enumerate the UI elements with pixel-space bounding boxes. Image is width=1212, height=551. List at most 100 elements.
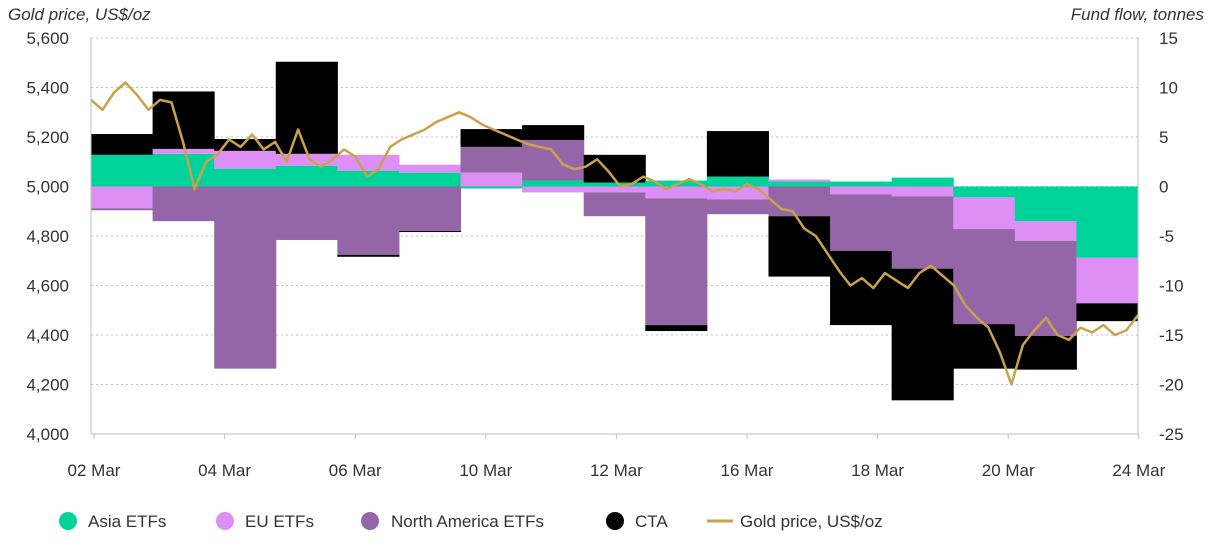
left-tick-label: 4,800 (26, 227, 69, 246)
bar-na (830, 194, 893, 251)
bar-eu (768, 179, 831, 182)
legend-item-na[interactable]: North America ETFs (361, 512, 544, 531)
bar-asia (1076, 186, 1139, 258)
right-tick-label: -15 (1159, 326, 1184, 345)
x-tick-label: 20 Mar (982, 461, 1035, 480)
bar-eu (214, 150, 277, 169)
gold-price-line-layer (90, 81, 1139, 386)
left-tick-label: 5,600 (26, 29, 69, 48)
bar-asia (1014, 186, 1077, 222)
legend-label-cta: CTA (635, 512, 668, 531)
x-tick-label: 02 Mar (68, 461, 121, 480)
left-axis-title: Gold price, US$/oz (8, 5, 151, 24)
bar-eu (337, 154, 400, 171)
bar-eu (1076, 257, 1139, 304)
right-tick-label: -25 (1159, 425, 1184, 444)
gold-price-line (90, 81, 1139, 386)
x-tick-label: 16 Mar (721, 461, 774, 480)
legend-swatch-na (361, 512, 379, 530)
bar-na (398, 186, 462, 232)
bar-cta (398, 231, 462, 233)
legend-label-gold: Gold price, US$/oz (740, 512, 883, 531)
legend-label-asia: Asia ETFs (88, 512, 166, 531)
right-tick-label: 5 (1159, 128, 1168, 147)
bar-cta (645, 325, 708, 332)
bar-cta (522, 125, 585, 140)
right-tick-label: 0 (1159, 178, 1168, 197)
bar-cta (91, 134, 154, 155)
legend-item-cta[interactable]: CTA (606, 512, 668, 531)
bar-asia (337, 170, 400, 187)
right-tick-label: 10 (1159, 79, 1178, 98)
bar-asia (768, 181, 831, 187)
x-tick-label: 04 Mar (198, 461, 251, 480)
bar-cta (275, 61, 338, 154)
legend-item-gold[interactable]: Gold price, US$/oz (707, 512, 883, 531)
bar-eu (152, 148, 215, 154)
bar-cta (460, 129, 523, 147)
legend-swatch-eu (216, 512, 234, 530)
bar-eu (398, 164, 462, 173)
legend-swatch-cta (606, 512, 624, 530)
bar-eu (645, 186, 708, 199)
left-tick-label: 5,400 (26, 79, 69, 98)
right-tick-label: -5 (1159, 227, 1174, 246)
bar-na (706, 199, 769, 215)
right-axis-title: Fund flow, tonnes (1071, 5, 1205, 24)
bar-asia (398, 172, 462, 187)
bar-na (152, 186, 215, 222)
bar-na (645, 198, 708, 326)
bar-eu (953, 197, 1016, 230)
right-tick-label: -10 (1159, 277, 1184, 296)
left-tick-label: 5,000 (26, 178, 69, 197)
bar-asia (152, 153, 215, 187)
legend-item-asia[interactable]: Asia ETFs (59, 512, 166, 531)
right-tick-label: 15 (1159, 29, 1178, 48)
bar-asia (953, 186, 1016, 198)
left-tick-label: 4,200 (26, 376, 69, 395)
bar-eu (1014, 221, 1077, 241)
legend: Asia ETFs EU ETFs North America ETFs CTA… (59, 512, 883, 531)
bar-eu (275, 153, 338, 166)
bar-na (768, 186, 831, 217)
bar-na (953, 229, 1016, 325)
x-tick-label: 12 Mar (590, 461, 643, 480)
bar-asia (275, 165, 338, 187)
bar-eu (830, 186, 893, 195)
left-tick-label: 4,400 (26, 326, 69, 345)
bar-asia (91, 154, 154, 187)
bar-na (460, 146, 523, 173)
x-axis-ticks: 02 Mar 04 Mar 06 Mar 10 Mar 12 Mar 16 Mar 18 M… (68, 434, 1166, 480)
bar-layer (91, 61, 1139, 401)
bar-asia (706, 176, 769, 187)
bar-na (337, 186, 400, 255)
legend-label-na: North America ETFs (391, 512, 544, 531)
x-tick-label: 06 Mar (329, 461, 382, 480)
bar-na (1014, 240, 1077, 336)
left-tick-label: 5,200 (26, 128, 69, 147)
bar-cta (706, 131, 769, 177)
bar-eu (891, 186, 954, 197)
bar-na (214, 186, 277, 369)
bar-eu (583, 186, 646, 193)
right-tick-label: -20 (1159, 376, 1184, 395)
bar-cta (891, 268, 954, 401)
axes (90, 38, 1139, 435)
bar-na (522, 139, 585, 181)
bar-cta (830, 250, 893, 326)
legend-item-eu[interactable]: EU ETFs (216, 512, 314, 531)
legend-swatch-asia (59, 512, 77, 530)
bar-eu (522, 186, 585, 193)
bar-asia (583, 182, 646, 187)
bar-eu (460, 172, 523, 187)
x-tick-label: 24 Mar (1112, 461, 1165, 480)
bar-cta (1014, 335, 1077, 370)
legend-label-eu: EU ETFs (245, 512, 314, 531)
bar-asia (460, 186, 523, 189)
right-axis-ticks: 15 10 5 0 -5 -10 -15 -20 -25 (1159, 29, 1184, 444)
left-tick-label: 4,000 (26, 425, 69, 444)
bar-cta (1076, 303, 1139, 322)
bar-cta (337, 254, 400, 257)
